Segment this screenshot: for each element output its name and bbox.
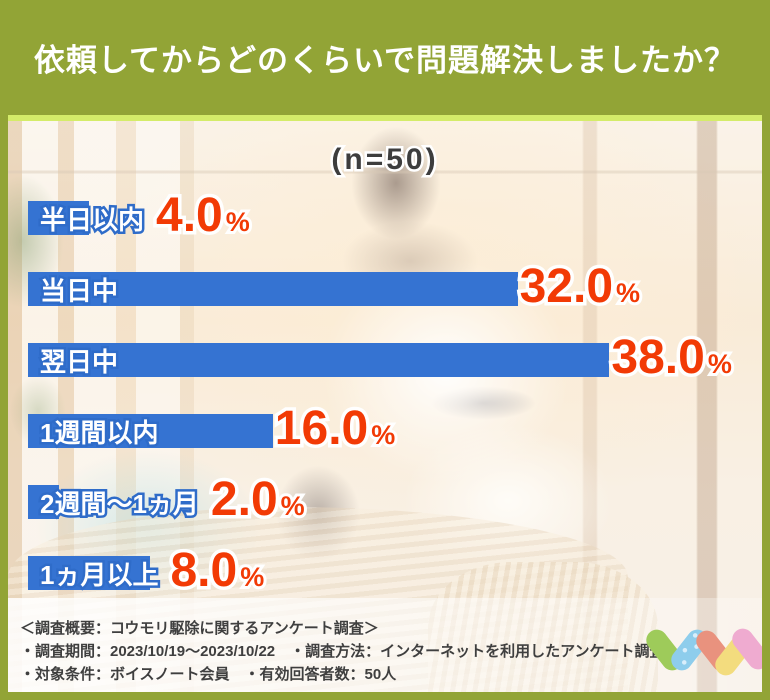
survey-details: ＜調査概要：コウモリ駆除に関するアンケート調査＞ ・調査期間：2023/10/1… [20, 617, 665, 686]
bar-value-number: 2.0 [207, 472, 281, 527]
bar-value: 38.0% [608, 330, 735, 385]
bar-row: 1ヵ月以上 8.0% [28, 543, 267, 598]
bar-category-label: 半日以内 [37, 202, 146, 237]
bar-category-label: 1週間以内 [37, 415, 160, 450]
bar-box: 当日中 [28, 272, 518, 308]
bar-row: 翌日中 38.0% [28, 330, 735, 385]
accent-strip [8, 115, 762, 121]
bar-category-label: 翌日中 [37, 344, 120, 379]
bar-value: 32.0% [516, 259, 643, 314]
bar-box: 1ヵ月以上 [28, 556, 168, 592]
bar-value: 8.0% [167, 543, 267, 598]
bar-value-number: 8.0 [167, 543, 241, 598]
photo-white-overlay [8, 121, 762, 692]
bar-box: 翌日中 [28, 343, 610, 379]
survey-overview-line: ＜調査概要：コウモリ駆除に関するアンケート調査＞ [20, 620, 379, 637]
bar-value-number: 32.0 [516, 259, 616, 314]
bar-category-label: 当日中 [37, 273, 120, 308]
chart-area: (n=50) 半日以内 4.0% 当日中 32.0% 翌日中 38.0% 1週間以内 16.0… [8, 121, 762, 692]
bar-row: 半日以内 4.0% [28, 188, 253, 243]
bar-value-percent-sign: % [223, 204, 253, 240]
bar-fill [28, 272, 518, 306]
bar-value-percent-sign: % [368, 417, 398, 453]
bar-chart: 半日以内 4.0% 当日中 32.0% 翌日中 38.0% 1週間以内 16.0% 2週間〜1ヵ… [8, 121, 762, 692]
bar-box: 2週間〜1ヵ月 [28, 485, 209, 521]
footer-overlay [8, 598, 762, 692]
survey-target-respondents-line: ・対象条件：ボイスノート会員 ・有効回答者数：50人 [20, 666, 397, 683]
bar-row: 1週間以内 16.0% [28, 401, 398, 456]
bar-box: 1週間以内 [28, 414, 273, 450]
survey-period-method-line: ・調査期間：2023/10/19～2023/10/22 ・調査方法：インターネッ… [20, 643, 665, 660]
bar-value: 16.0% [271, 401, 398, 456]
page-title: 依頼してからどのくらいで問題解決しましたか？ [33, 43, 737, 78]
bar-value-number: 38.0 [608, 330, 708, 385]
header-band: 依頼してからどのくらいで問題解決しましたか？ [0, 0, 770, 115]
bar-category-label: 1ヵ月以上 [37, 557, 160, 592]
bar-value: 2.0% [207, 472, 308, 527]
bar-value-number: 16.0 [271, 401, 371, 456]
bar-value-percent-sign: % [613, 275, 643, 311]
bar-value-number: 4.0 [153, 188, 227, 243]
bar-fill [28, 556, 151, 590]
bar-value-percent-sign: % [705, 346, 735, 382]
bar-fill [28, 414, 273, 448]
bar-category-label: 2週間〜1ヵ月 [38, 486, 202, 521]
bar-row: 2週間〜1ヵ月 2.0% [28, 472, 308, 527]
bar-box: 半日以内 [28, 201, 154, 237]
sample-size-label: (n=50) [329, 141, 439, 179]
bar-fill [28, 343, 610, 377]
bar-value-percent-sign: % [237, 559, 267, 595]
bar-value-percent-sign: % [278, 488, 308, 524]
bar-fill [28, 485, 59, 519]
voicenote-logo-icon [642, 624, 762, 680]
bar-fill [28, 201, 90, 235]
bar-row: 当日中 32.0% [28, 259, 643, 314]
bar-value: 4.0% [153, 188, 253, 243]
